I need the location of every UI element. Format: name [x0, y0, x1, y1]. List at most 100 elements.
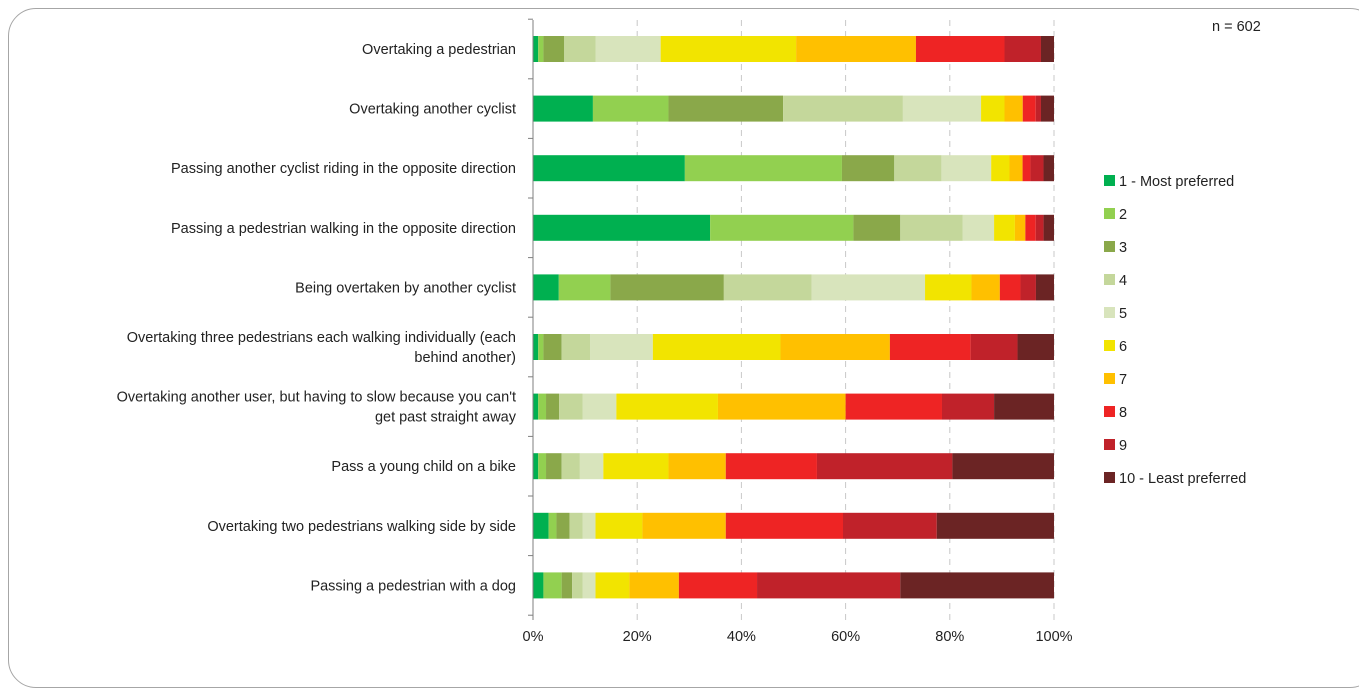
- category-label: Passing a pedestrian with a dog: [310, 578, 516, 594]
- bar-segment: [811, 274, 926, 301]
- bar-segment: [1009, 155, 1023, 182]
- bar-segment: [603, 453, 669, 480]
- legend-label: 9: [1119, 438, 1127, 454]
- bar-segment: [757, 572, 901, 599]
- bars: [533, 36, 1054, 599]
- bar-segment: [543, 36, 565, 62]
- bar-segment: [1043, 155, 1054, 182]
- category-label: Passing another cyclist riding in the op…: [171, 161, 516, 177]
- bar-segment: [991, 155, 1010, 182]
- bar-segment: [1020, 274, 1036, 301]
- bar-segment: [546, 453, 562, 480]
- bar-segment: [533, 393, 539, 420]
- bar-segment: [936, 512, 1054, 539]
- bar-segment: [533, 334, 539, 360]
- bar-segment: [538, 36, 544, 62]
- bar-segment: [902, 95, 982, 122]
- bar-segment: [569, 512, 583, 539]
- bar-segment: [725, 453, 817, 480]
- bar-segment: [1017, 334, 1054, 360]
- bar-segment: [533, 214, 711, 241]
- category-label: Passing a pedestrian walking in the oppo…: [171, 221, 516, 237]
- legend-swatch: [1104, 439, 1115, 450]
- bar-segment: [678, 572, 758, 599]
- legend-swatch: [1104, 373, 1115, 384]
- bar-segment: [629, 572, 679, 599]
- bar-segment: [941, 393, 995, 420]
- bar-segment: [816, 453, 953, 480]
- bar-segment: [1040, 95, 1054, 122]
- bar-segment: [595, 36, 661, 62]
- bar-segment: [561, 334, 591, 360]
- bar-segment: [1022, 95, 1036, 122]
- bar-segment: [962, 214, 995, 241]
- legend-label: 8: [1119, 405, 1127, 421]
- legend: 1 - Most preferred 2 3 4 5 6 7 8 9 10 - Least pre…: [1104, 174, 1246, 487]
- bar-segment: [616, 393, 718, 420]
- legend-label: 4: [1119, 273, 1127, 289]
- bar-segment: [1004, 95, 1023, 122]
- bar-segment: [1035, 274, 1054, 301]
- bar-segment: [1022, 155, 1031, 182]
- sample-size-note: n = 602: [1212, 19, 1261, 35]
- category-label: Overtaking another user, but having to s…: [117, 390, 517, 426]
- legend-swatch: [1104, 472, 1115, 483]
- bar-segment: [971, 274, 1000, 301]
- category-label: Overtaking another cyclist: [349, 102, 516, 118]
- category-label: Overtaking a pedestrian: [362, 42, 516, 58]
- bar-segment: [981, 95, 1005, 122]
- legend-swatch: [1104, 307, 1115, 318]
- bar-segment: [652, 334, 781, 360]
- bar-segment: [642, 512, 726, 539]
- bar-segment: [561, 453, 580, 480]
- bar-segment: [538, 393, 547, 420]
- category-label: Overtaking three pedestrians each walkin…: [127, 330, 516, 366]
- bar-segment: [538, 334, 544, 360]
- legend-swatch: [1104, 208, 1115, 219]
- legend-label: 1 - Most preferred: [1119, 174, 1234, 190]
- category-labels: Overtaking a pedestrian Overtaking anothe…: [117, 42, 517, 594]
- x-tick-label: 100%: [1035, 629, 1072, 645]
- bar-segment: [900, 572, 1054, 599]
- bar-segment: [780, 334, 890, 360]
- bar-segment: [915, 36, 1005, 62]
- legend-swatch: [1104, 340, 1115, 351]
- axes: 0% 20% 40% 60% 80% 100%: [523, 18, 1073, 645]
- bar-segment: [668, 95, 784, 122]
- bar-segment: [894, 155, 942, 182]
- bar-segment: [590, 334, 653, 360]
- bar-segment: [533, 572, 544, 599]
- bar-segment: [845, 393, 942, 420]
- bar-segment: [533, 274, 559, 301]
- bar-segment: [925, 274, 972, 301]
- x-tick-label: 0%: [523, 629, 544, 645]
- bar-segment: [533, 155, 685, 182]
- bar-segment: [592, 95, 669, 122]
- bar-segment: [1025, 214, 1036, 241]
- legend-label: 5: [1119, 306, 1127, 322]
- bar-segment: [970, 334, 1018, 360]
- legend-swatch: [1104, 241, 1115, 252]
- legend-label: 6: [1119, 339, 1127, 355]
- x-tick-label: 60%: [831, 629, 860, 645]
- bar-segment: [1030, 155, 1044, 182]
- bar-segment: [999, 274, 1021, 301]
- category-label: Being overtaken by another cyclist: [295, 280, 516, 296]
- legend-label: 10 - Least preferred: [1119, 471, 1246, 487]
- bar-segment: [543, 572, 562, 599]
- bar-segment: [548, 512, 557, 539]
- bar-segment: [538, 453, 547, 480]
- bar-segment: [1043, 214, 1054, 241]
- bar-segment: [1035, 95, 1041, 122]
- bar-segment: [1040, 36, 1054, 62]
- bar-segment: [556, 512, 570, 539]
- bar-segment: [684, 155, 842, 182]
- bar-segment: [796, 36, 916, 62]
- x-tick-label: 40%: [727, 629, 756, 645]
- bar-segment: [841, 155, 895, 182]
- bar-segment: [558, 274, 611, 301]
- x-tick-label: 20%: [623, 629, 652, 645]
- bar-segment: [1014, 214, 1026, 241]
- bar-segment: [889, 334, 971, 360]
- bar-segment: [543, 334, 562, 360]
